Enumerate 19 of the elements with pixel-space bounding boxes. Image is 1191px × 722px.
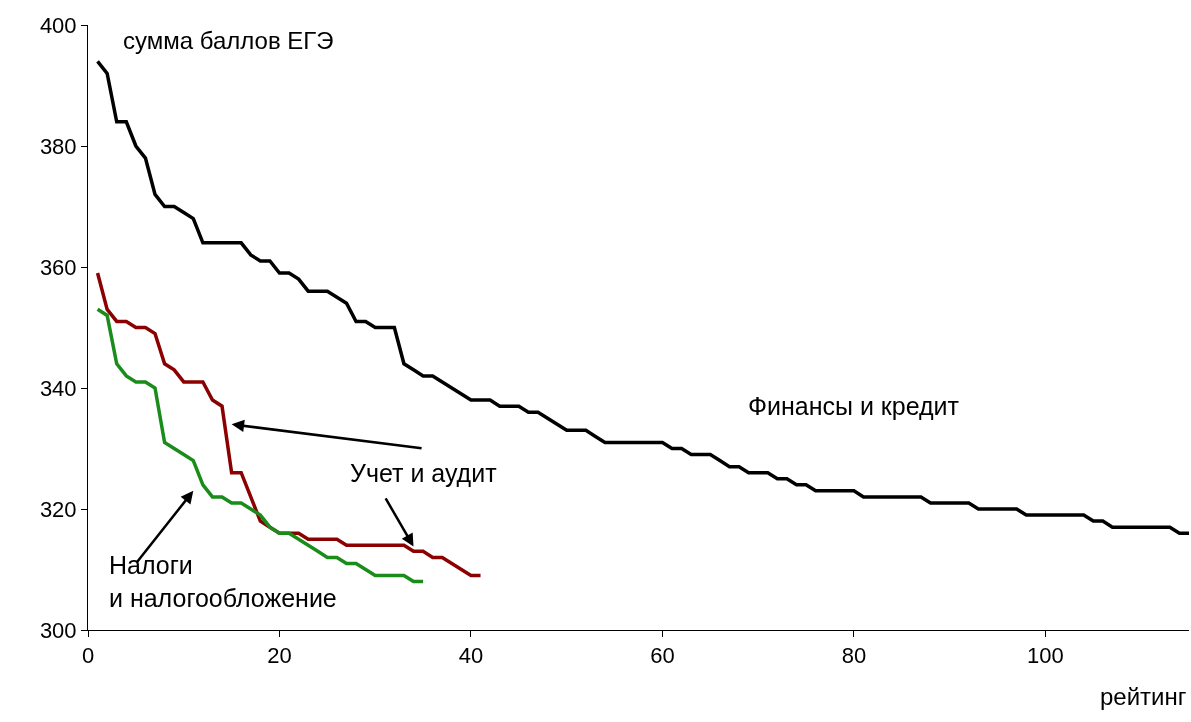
series-label: Налоги и налогообложение bbox=[109, 551, 337, 612]
y-tick-label: 400 bbox=[39, 12, 77, 38]
x-tick-label: 60 bbox=[650, 643, 675, 669]
y-tick-label: 320 bbox=[39, 496, 77, 522]
y-tick-label: 340 bbox=[39, 375, 77, 401]
x-tick-label: 100 bbox=[1027, 643, 1064, 669]
line-series bbox=[95, 59, 1189, 535]
series-label: Финансы и кредит bbox=[748, 392, 960, 420]
x-tick-label: 0 bbox=[81, 643, 95, 669]
x-tick-label: 20 bbox=[267, 643, 292, 669]
x-tick-label: 80 bbox=[841, 643, 867, 669]
y-tick-label: 380 bbox=[39, 133, 77, 159]
line-series bbox=[95, 307, 425, 584]
x-tick-label: 40 bbox=[458, 643, 484, 669]
y-axis-title: сумма баллов ЕГЭ bbox=[123, 27, 334, 54]
text: Учет и аудит bbox=[350, 459, 498, 487]
y-tick-label: 360 bbox=[39, 254, 77, 280]
y-tick-label: 300 bbox=[39, 617, 77, 643]
x-axis-title: рейтинг bbox=[1100, 683, 1187, 710]
